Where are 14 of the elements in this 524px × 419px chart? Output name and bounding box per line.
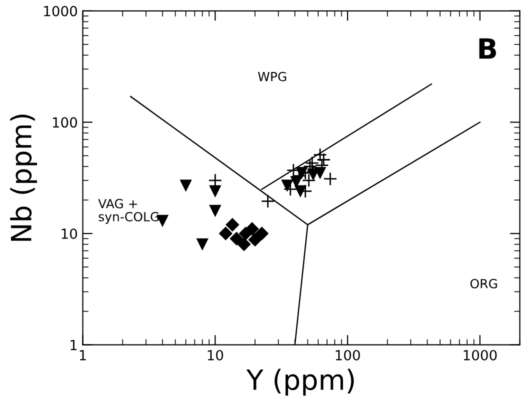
annotation: B (479, 38, 496, 59)
y-tick-label: 10 (62, 228, 78, 239)
annotation: VAG + syn-COLG (98, 198, 159, 224)
x-tick-label: 10 (208, 350, 224, 360)
y-tick-label: 1000 (44, 6, 78, 16)
y-tick-label: 100 (52, 117, 78, 128)
x-tick-label: 1000 (464, 350, 497, 360)
annotation: WPG (258, 72, 286, 82)
x-tick-label: 1 (80, 350, 86, 360)
x-tick-label: 100 (336, 350, 360, 360)
x-axis-title: Y (ppm) (246, 368, 354, 396)
y-tick-label: 1 (70, 340, 77, 350)
annotation: ORG (470, 278, 497, 288)
y-axis-title: Nb (ppm) (10, 114, 38, 241)
